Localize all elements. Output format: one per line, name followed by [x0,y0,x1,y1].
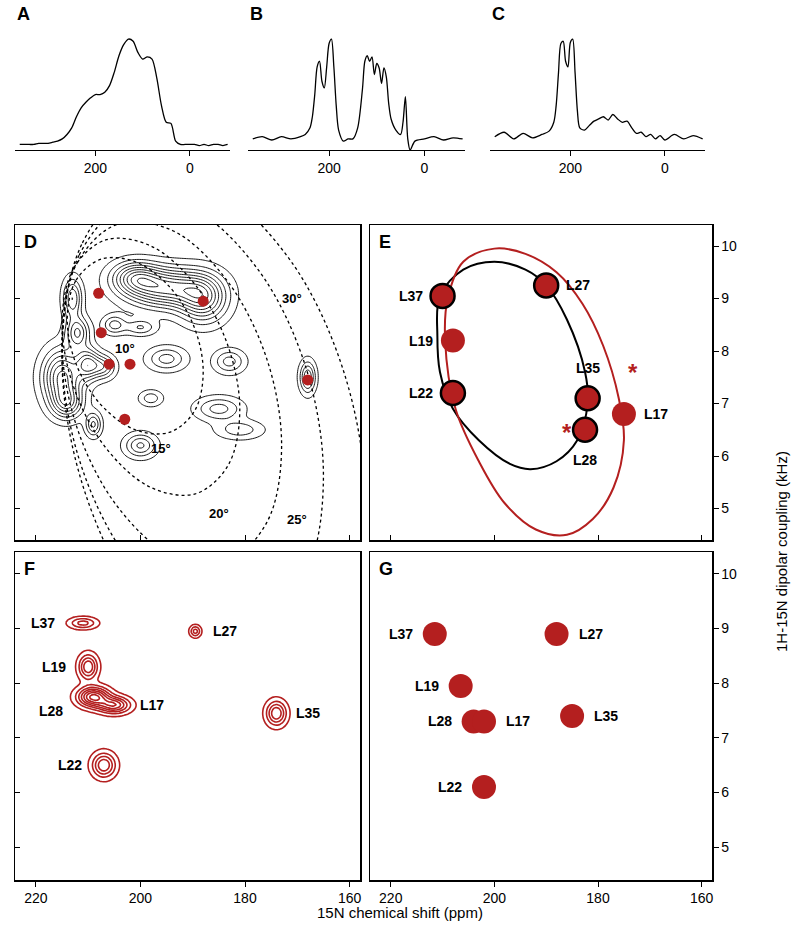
svg-text:20°: 20° [209,506,229,521]
svg-text:L22: L22 [58,757,82,773]
svg-text:160: 160 [338,890,362,906]
svg-text:200: 200 [559,160,583,176]
svg-text:L22: L22 [409,385,433,401]
svg-text:1H-15N dipolar coupling (kHz): 1H-15N dipolar coupling (kHz) [773,451,790,652]
svg-text:G: G [379,559,393,579]
svg-text:0: 0 [186,160,194,176]
svg-text:10: 10 [721,566,737,582]
svg-text:L35: L35 [296,705,320,721]
svg-text:30°: 30° [282,291,302,306]
svg-text:L35: L35 [576,360,600,376]
svg-text:200: 200 [317,160,341,176]
svg-text:15N chemical shift (ppm): 15N chemical shift (ppm) [317,904,483,921]
svg-text:220: 220 [379,890,403,906]
svg-text:7: 7 [721,395,729,411]
svg-text:220: 220 [24,890,48,906]
svg-text:10: 10 [721,238,737,254]
svg-text:L19: L19 [409,333,433,349]
svg-text:7: 7 [721,730,729,746]
svg-text:F: F [24,559,35,579]
svg-text:L28: L28 [573,452,597,468]
svg-text:A: A [17,4,30,24]
svg-text:8: 8 [721,675,729,691]
svg-text:L27: L27 [566,277,590,293]
svg-text:6: 6 [721,448,729,464]
svg-text:E: E [379,232,391,252]
svg-text:L37: L37 [31,615,55,631]
svg-text:L19: L19 [42,659,66,675]
svg-text:8: 8 [721,343,729,359]
svg-text:200: 200 [84,160,108,176]
svg-text:180: 180 [233,890,257,906]
svg-text:9: 9 [721,290,729,306]
svg-text:200: 200 [483,890,507,906]
svg-text:L19: L19 [415,678,439,694]
svg-text:9: 9 [721,620,729,636]
svg-text:D: D [24,232,37,252]
svg-text:5: 5 [721,500,729,516]
svg-text:0: 0 [421,160,429,176]
svg-text:L37: L37 [399,288,423,304]
svg-text:L27: L27 [579,626,603,642]
svg-text:15°: 15° [151,441,171,456]
svg-text:*: * [562,419,572,446]
svg-text:B: B [250,4,263,24]
svg-text:L17: L17 [506,713,530,729]
svg-text:5: 5 [721,839,729,855]
svg-text:180: 180 [586,890,610,906]
svg-text:L37: L37 [389,626,413,642]
svg-text:*: * [628,359,638,386]
svg-text:200: 200 [129,890,153,906]
svg-text:L28: L28 [428,713,452,729]
svg-text:10°: 10° [115,341,135,356]
svg-text:25°: 25° [287,512,307,527]
svg-text:L35: L35 [594,708,618,724]
svg-text:L17: L17 [140,697,164,713]
svg-text:L27: L27 [213,623,237,639]
svg-text:L22: L22 [438,779,462,795]
svg-text:C: C [492,4,505,24]
svg-text:0: 0 [661,160,669,176]
svg-text:6: 6 [721,784,729,800]
svg-text:L17: L17 [644,406,668,422]
svg-text:160: 160 [690,890,714,906]
svg-text:L28: L28 [39,703,63,719]
